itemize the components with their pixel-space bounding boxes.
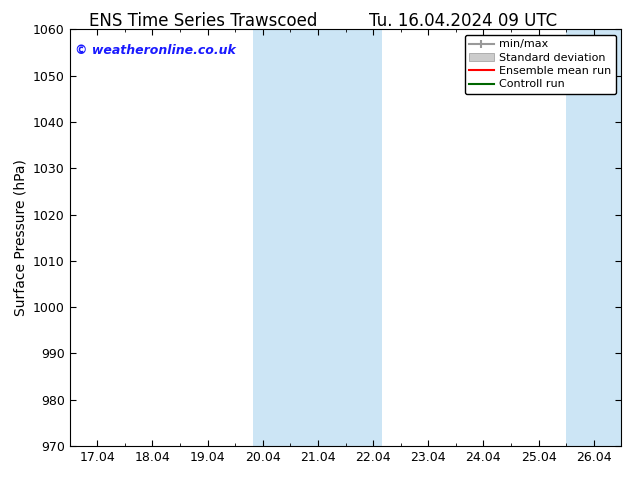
Bar <box>254 29 382 446</box>
Legend: min/max, Standard deviation, Ensemble mean run, Controll run: min/max, Standard deviation, Ensemble me… <box>465 35 616 94</box>
Text: © weatheronline.co.uk: © weatheronline.co.uk <box>75 44 236 57</box>
Y-axis label: Surface Pressure (hPa): Surface Pressure (hPa) <box>13 159 27 316</box>
Text: Tu. 16.04.2024 09 UTC: Tu. 16.04.2024 09 UTC <box>369 12 557 30</box>
Text: ENS Time Series Trawscoed: ENS Time Series Trawscoed <box>89 12 317 30</box>
Bar <box>566 29 621 446</box>
